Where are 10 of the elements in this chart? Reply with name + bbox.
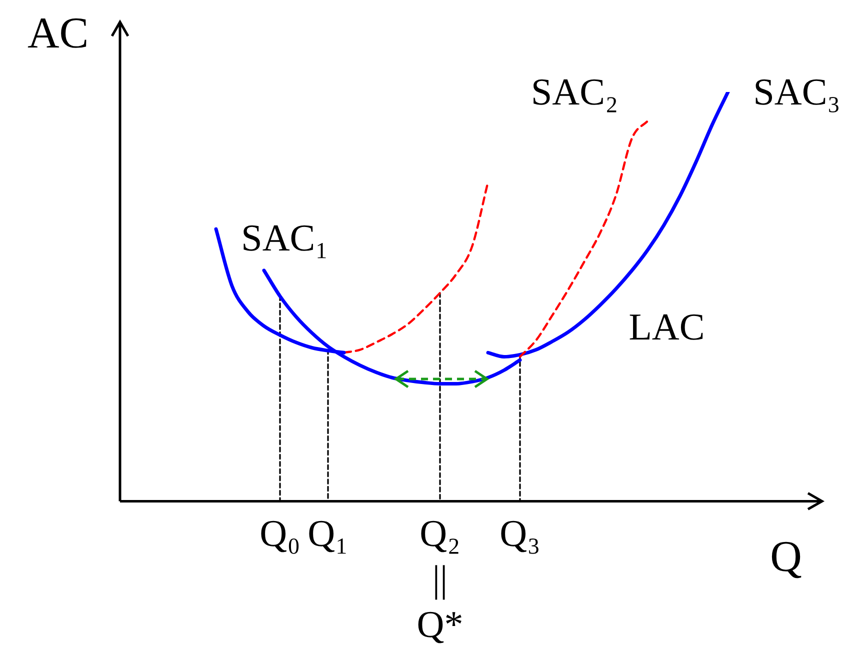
annotation: SAC₂ [531, 72, 618, 114]
annotation: LAC [628, 306, 705, 349]
annotation: SAC₃ [753, 72, 840, 114]
x-tick-label: Q₀ [260, 512, 300, 555]
x-tick-label: Q₂ || Q* [416, 512, 464, 646]
annotation: SAC₁ [241, 217, 328, 260]
x-tick-label: Q₃ [500, 512, 540, 555]
y-axis-title: AC [27, 8, 89, 58]
x-axis-title: Q [770, 532, 802, 581]
x-tick-label: Q₁ [308, 512, 348, 555]
